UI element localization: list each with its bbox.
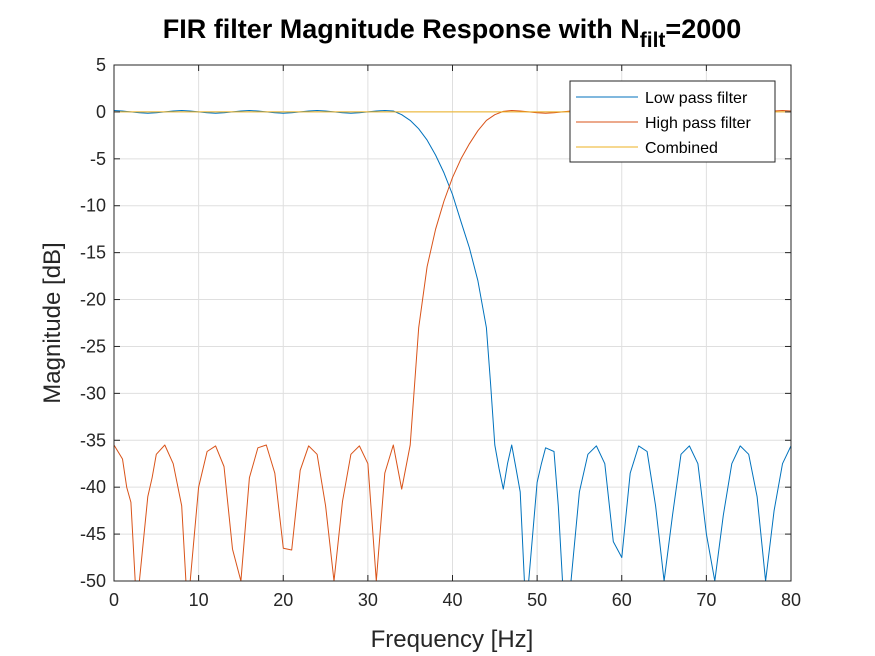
x-tick-label: 40 — [442, 590, 462, 610]
chart-title-end: =2000 — [665, 14, 741, 44]
x-tick-label: 0 — [109, 590, 119, 610]
y-tick-label: -20 — [80, 290, 106, 310]
y-tick-label: -40 — [80, 477, 106, 497]
x-tick-label: 50 — [527, 590, 547, 610]
y-tick-label: -30 — [80, 383, 106, 403]
y-axis-label: Magnitude [dB] — [39, 242, 66, 403]
grid — [113, 64, 792, 582]
legend: Low pass filter High pass filter Combined — [569, 80, 776, 163]
y-tick-label: -5 — [90, 149, 106, 169]
x-tick-label: 10 — [189, 590, 209, 610]
x-tick-label: 20 — [273, 590, 293, 610]
y-tick-label: -25 — [80, 336, 106, 356]
y-tick-label: -50 — [80, 571, 106, 591]
chart-title-subscript: filt — [640, 29, 666, 52]
x-tick-label: 80 — [781, 590, 801, 610]
x-tick-label: 60 — [612, 590, 632, 610]
x-tick-label: 30 — [358, 590, 378, 610]
y-tick-label: -45 — [80, 524, 106, 544]
x-axis-label: Frequency [Hz] — [371, 626, 534, 653]
legend-label-combined: Combined — [645, 140, 718, 157]
x-tick-label: 70 — [696, 590, 716, 610]
axis-ticks — [113, 64, 792, 582]
y-tick-label: -10 — [80, 196, 106, 216]
y-tick-label: -35 — [80, 430, 106, 450]
chart-title-main: FIR filter Magnitude Response with N — [163, 14, 640, 44]
chart-title: FIR filter Magnitude Response with Nfilt… — [163, 14, 742, 52]
y-tick-label: -15 — [80, 243, 106, 263]
legend-label-high-pass-filter: High pass filter — [645, 115, 751, 132]
tick-labels: 0 10 20 30 40 50 60 70 8050-5-10-15-20-25-30-35-… — [80, 55, 801, 610]
legend-label-low-pass-filter: Low pass filter — [645, 90, 748, 107]
y-tick-label: 5 — [96, 55, 106, 75]
y-tick-label: 0 — [96, 102, 106, 122]
